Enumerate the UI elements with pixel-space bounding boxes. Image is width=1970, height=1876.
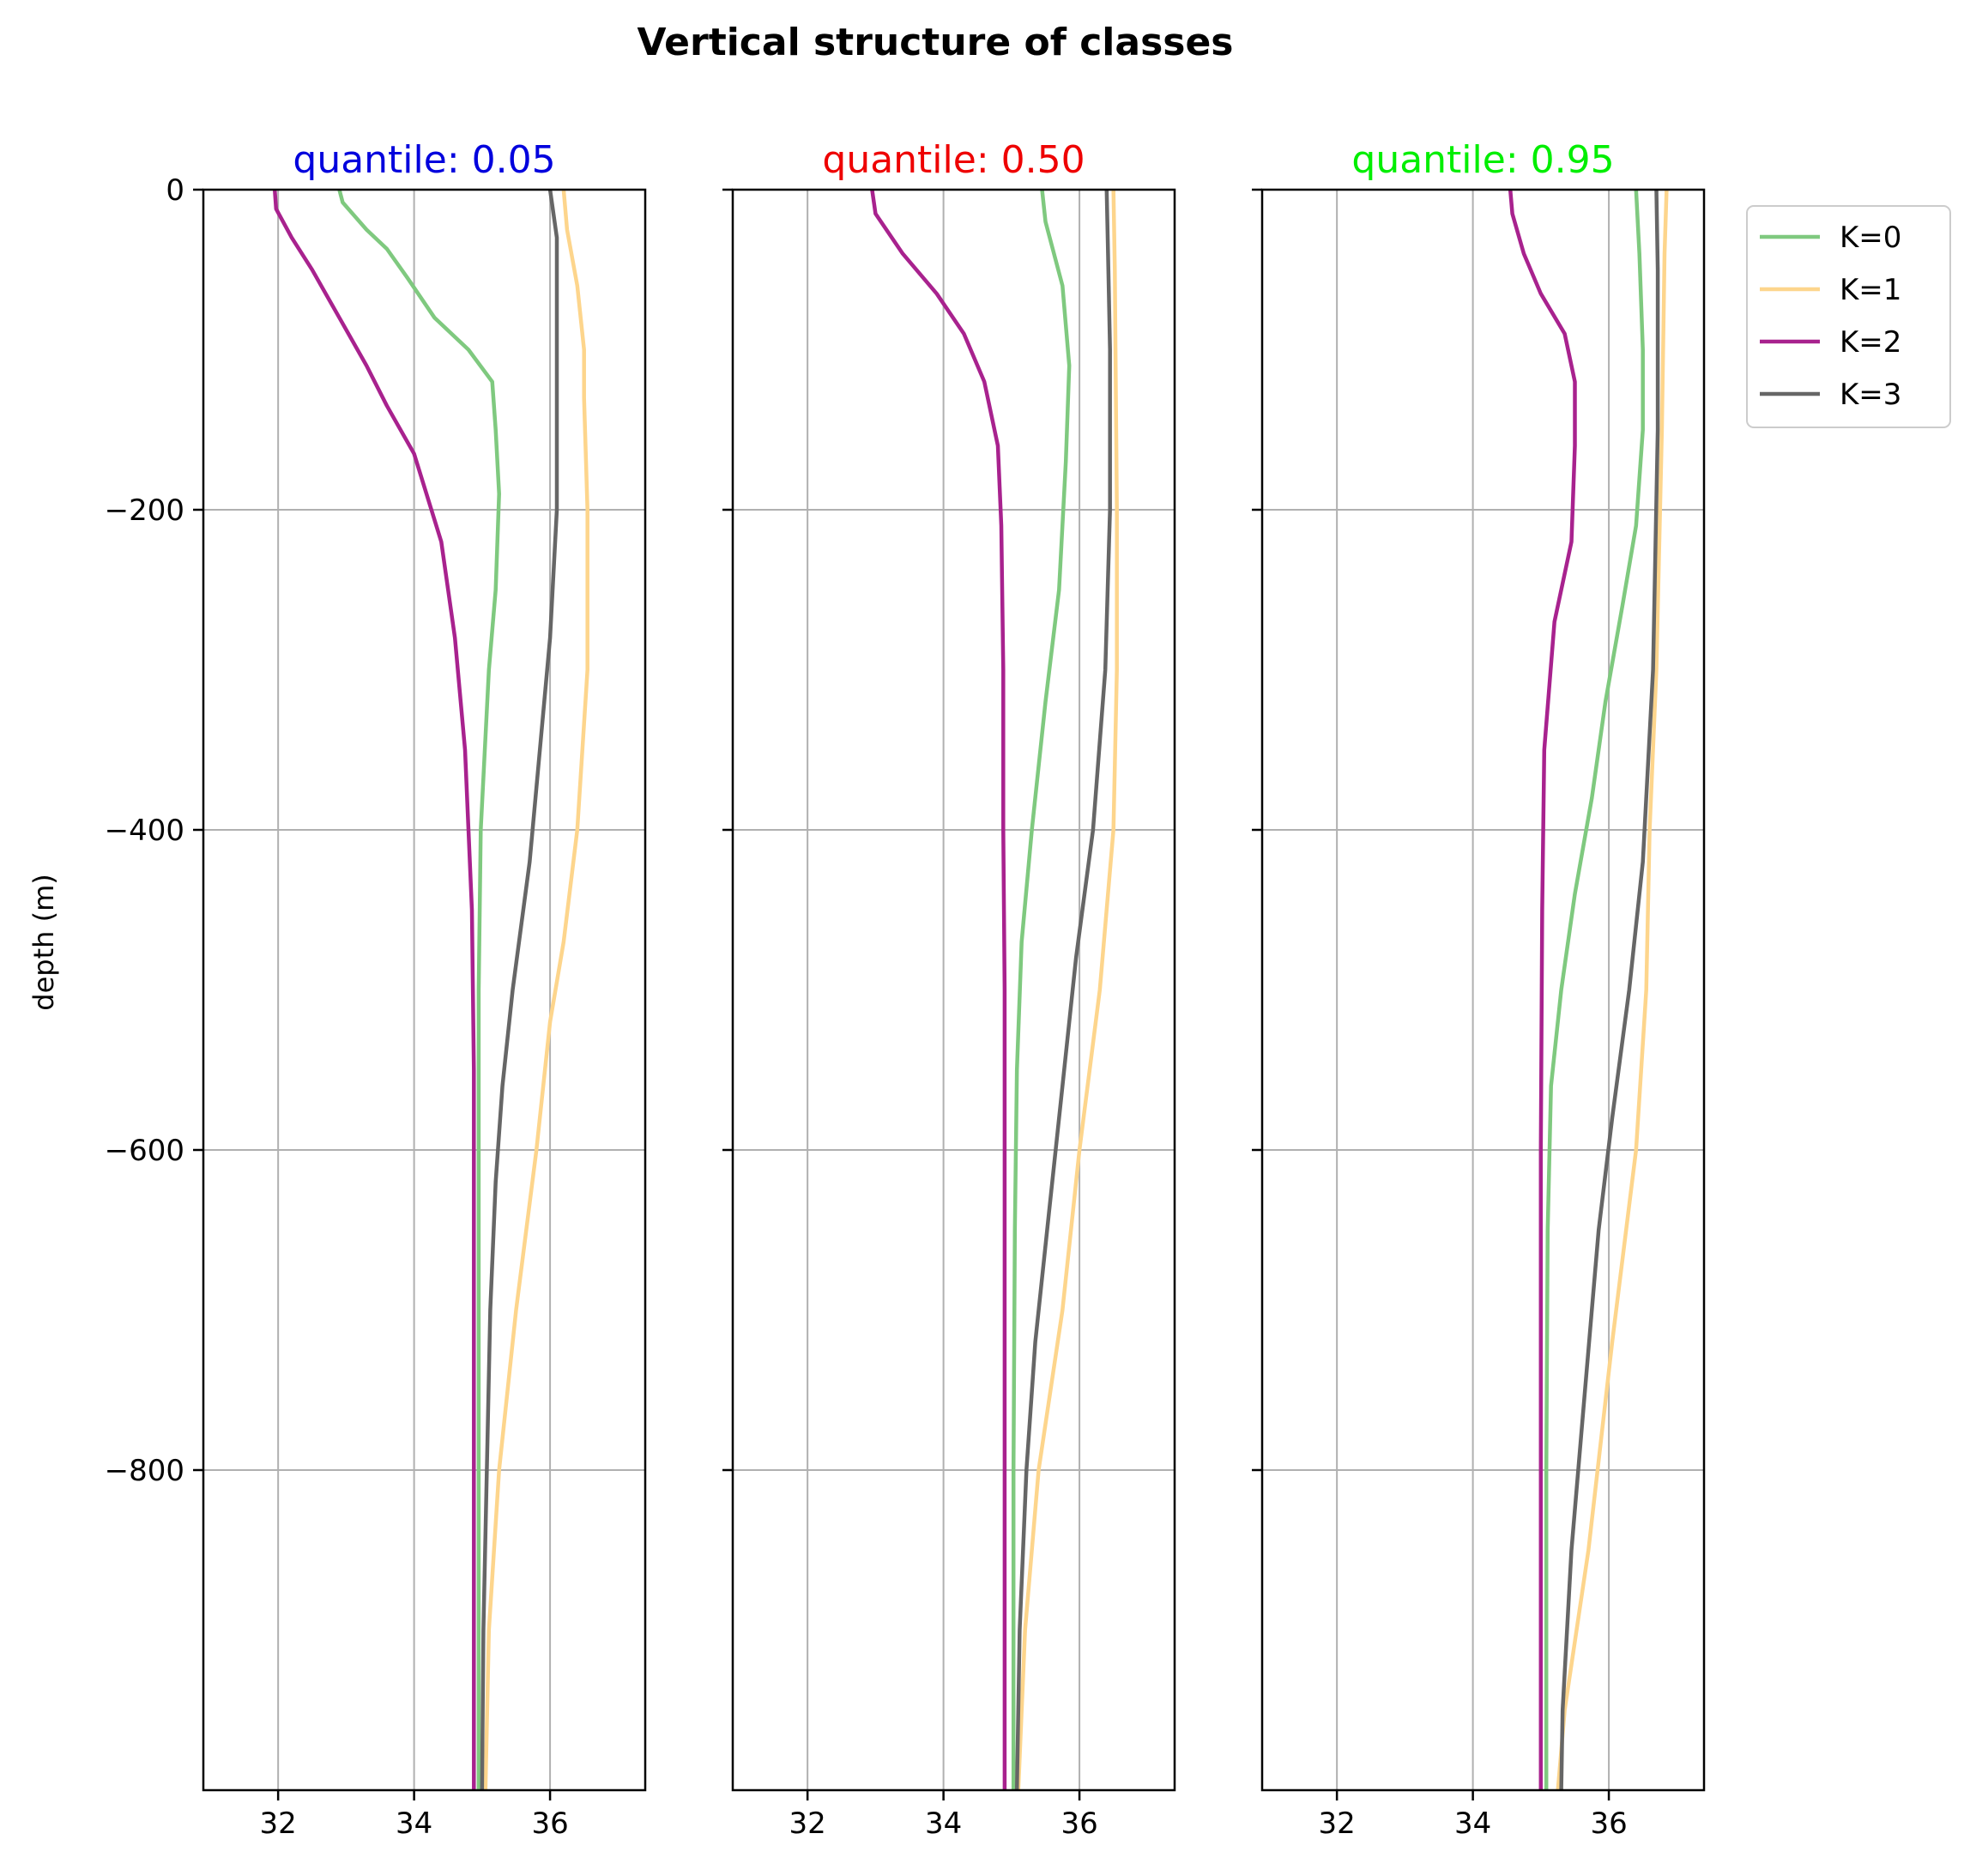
series-line-k2	[870, 190, 1007, 1790]
x-tick-label: 34	[396, 1806, 432, 1841]
axes-frame	[731, 188, 1176, 1792]
legend-label: K=3	[1840, 378, 1901, 412]
legend-label: K=2	[1840, 325, 1901, 360]
y-tick-label: −800	[105, 1454, 184, 1488]
series-line-k0	[337, 190, 501, 1790]
series-line-k1	[1556, 190, 1669, 1790]
axes-frame	[1260, 188, 1706, 1792]
x-tick-label: 34	[925, 1806, 962, 1841]
x-tick-label: 32	[260, 1806, 297, 1841]
y-tick-label: 0	[166, 173, 184, 208]
legend-box	[1746, 205, 1951, 428]
panel-0: 32 34 36 0 −200 −400 −600 −800 quantile: 0.05	[105, 138, 647, 1841]
series-line-k3	[480, 190, 559, 1790]
x-tick-label: 36	[1590, 1806, 1627, 1841]
x-tick-label: 32	[1319, 1806, 1356, 1841]
chart-title: Vertical structure of classes	[638, 21, 1234, 64]
series-line-k2	[1508, 190, 1577, 1790]
axes-frame	[202, 188, 647, 1792]
series-line-k3	[1559, 190, 1660, 1790]
legend-label: K=0	[1840, 221, 1901, 255]
x-tick-label: 36	[1061, 1806, 1097, 1841]
series-line-k1	[483, 190, 589, 1790]
y-tick-label: −200	[105, 493, 184, 528]
panel-2: 32 34 36 quantile: 0.95	[1252, 138, 1706, 1841]
panel-1: 32 34 36 quantile: 0.50	[722, 138, 1176, 1841]
y-axis-label: depth (m)	[27, 874, 60, 1010]
series-line-k3	[1014, 190, 1112, 1790]
series-line-k0	[1011, 190, 1072, 1790]
series-line-k0	[1544, 190, 1645, 1790]
series-line-k2	[272, 190, 476, 1790]
legend: K=0 K=1 K=2 K=3	[1746, 205, 1951, 428]
x-tick-label: 32	[789, 1806, 826, 1841]
x-tick-label: 36	[531, 1806, 568, 1841]
y-tick-label: −400	[105, 814, 184, 848]
panel-title: quantile: 0.50	[822, 138, 1085, 182]
x-tick-label: 34	[1454, 1806, 1491, 1841]
series-line-k1	[1016, 190, 1119, 1790]
legend-label: K=1	[1840, 273, 1901, 307]
panel-title: quantile: 0.95	[1351, 138, 1614, 182]
y-tick-label: −600	[105, 1134, 184, 1168]
panel-title: quantile: 0.05	[293, 138, 555, 182]
